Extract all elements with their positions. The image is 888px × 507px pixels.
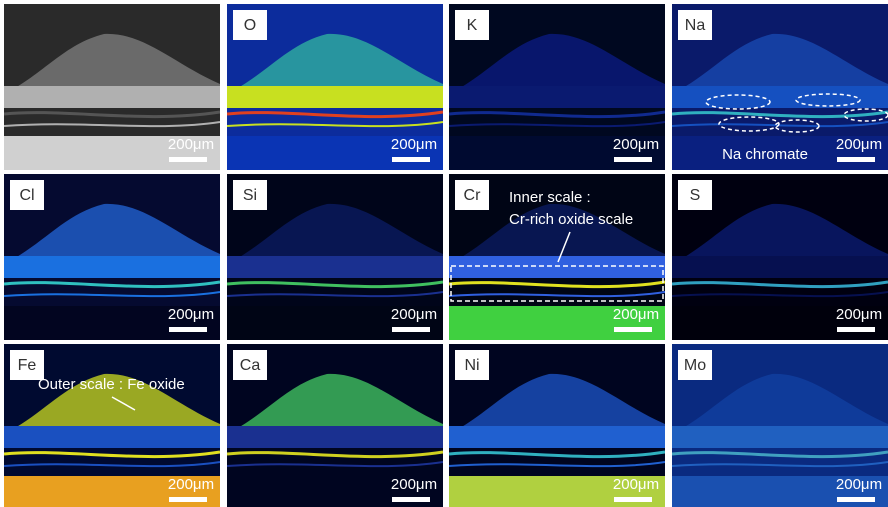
scale-bar bbox=[392, 327, 430, 332]
figure: 200μm O 200μm K 200μm Na 200μm Na chromate Cl 200… bbox=[0, 0, 888, 507]
scale-label: 200μm bbox=[391, 476, 437, 493]
scale-bar bbox=[169, 497, 207, 502]
scale-bar bbox=[614, 157, 652, 162]
scale-bar bbox=[837, 497, 875, 502]
scale-bar bbox=[837, 327, 875, 332]
annotation: Cr-rich oxide scale bbox=[509, 211, 633, 228]
scale-bar bbox=[169, 157, 207, 162]
element-label: K bbox=[467, 17, 478, 34]
scale-bar bbox=[614, 327, 652, 332]
element-label: O bbox=[244, 17, 256, 34]
element-label: Ni bbox=[464, 357, 479, 374]
map-panel: 200μm bbox=[4, 4, 220, 170]
element-label: Mo bbox=[684, 357, 706, 374]
scale-label: 200μm bbox=[836, 136, 882, 153]
element-label: Ca bbox=[240, 357, 261, 374]
scale-label: 200μm bbox=[836, 306, 882, 323]
scale-band bbox=[227, 86, 443, 108]
scale-band bbox=[227, 256, 443, 278]
element-label: S bbox=[690, 187, 701, 204]
scale-bar bbox=[392, 497, 430, 502]
scale-label: 200μm bbox=[391, 306, 437, 323]
element-label: Cr bbox=[464, 187, 482, 204]
scale-band bbox=[449, 256, 665, 278]
scale-label: 200μm bbox=[168, 136, 214, 153]
map-panel: Na 200μm Na chromate bbox=[672, 4, 888, 170]
scale-label: 200μm bbox=[168, 306, 214, 323]
scale-label: 200μm bbox=[613, 306, 659, 323]
scale-label: 200μm bbox=[836, 476, 882, 493]
scale-label: 200μm bbox=[168, 476, 214, 493]
element-label: Fe bbox=[18, 357, 37, 374]
scale-band bbox=[4, 86, 220, 108]
scale-band bbox=[4, 256, 220, 278]
map-panel: Fe 200μm Outer scale : Fe oxide bbox=[4, 344, 220, 507]
map-panel: Ni 200μm bbox=[449, 344, 665, 507]
scale-band bbox=[672, 256, 888, 278]
map-panel: Cl 200μm bbox=[4, 174, 220, 340]
map-panel: O 200μm bbox=[227, 4, 443, 170]
annotation: Outer scale : Fe oxide bbox=[38, 376, 185, 393]
map-panel: Si 200μm bbox=[227, 174, 443, 340]
annotation: Inner scale : bbox=[509, 189, 591, 206]
map-panel: Mo 200μm bbox=[672, 344, 888, 507]
map-panel: Cr 200μm Inner scale : Cr-rich oxide scale bbox=[449, 174, 665, 340]
scale-band bbox=[227, 426, 443, 448]
annotation: Na chromate bbox=[722, 146, 808, 163]
element-label: Cl bbox=[19, 187, 34, 204]
element-label: Si bbox=[243, 187, 257, 204]
scale-band bbox=[449, 426, 665, 448]
scale-label: 200μm bbox=[391, 136, 437, 153]
scale-band bbox=[672, 426, 888, 448]
scale-band bbox=[4, 426, 220, 448]
scale-label: 200μm bbox=[613, 476, 659, 493]
scale-label: 200μm bbox=[613, 136, 659, 153]
scale-band bbox=[449, 86, 665, 108]
map-panel: S 200μm bbox=[672, 174, 888, 340]
map-panel: K 200μm bbox=[449, 4, 665, 170]
scale-bar bbox=[837, 157, 875, 162]
map-panel: Ca 200μm bbox=[227, 344, 443, 507]
scale-bar bbox=[392, 157, 430, 162]
element-label: Na bbox=[685, 17, 706, 34]
scale-bar bbox=[169, 327, 207, 332]
scale-bar bbox=[614, 497, 652, 502]
